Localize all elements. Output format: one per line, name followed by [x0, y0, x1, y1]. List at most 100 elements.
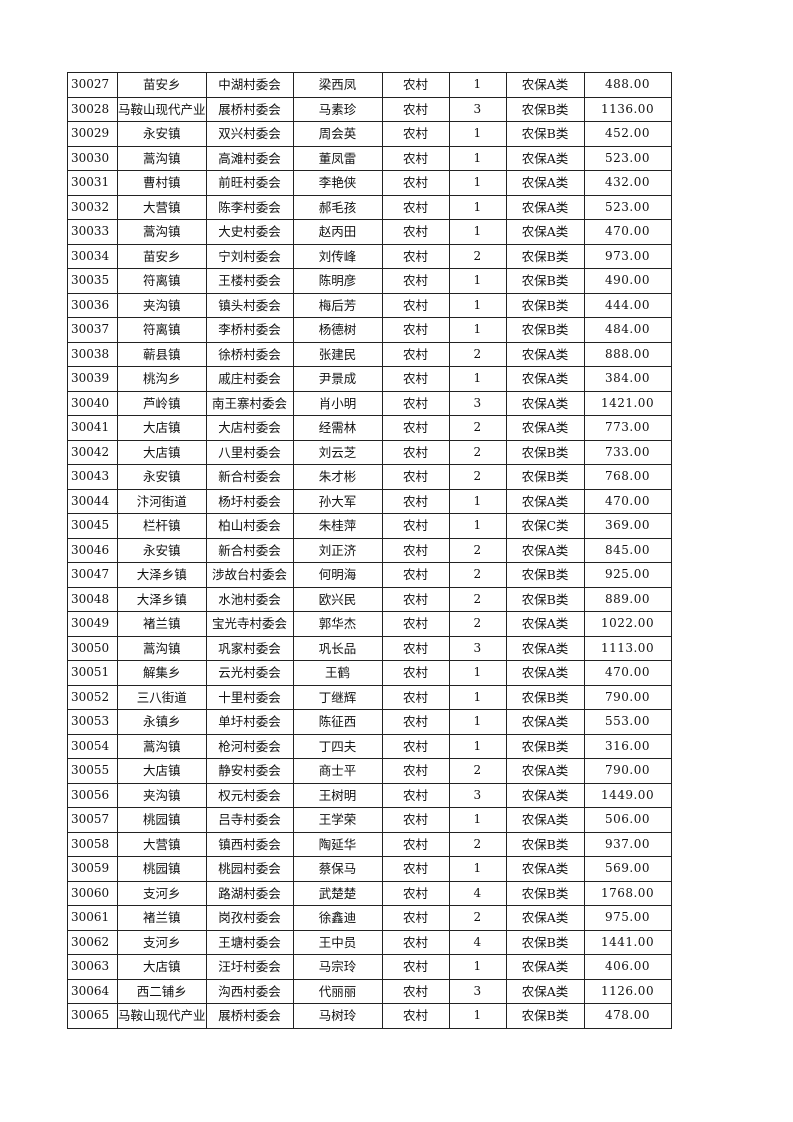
table-row: 30035 符离镇 王楼村委会 陈明彦 农村 1 农保B类 490.00 [67, 268, 672, 294]
cell-town: 桃园镇 [117, 856, 207, 882]
cell-village-committee: 巩家村委会 [205, 635, 294, 661]
table-row: 30047 大泽乡镇 涉故台村委会 何明海 农村 2 农保B类 925.00 [67, 562, 672, 588]
cell-village-committee: 大店村委会 [205, 415, 294, 441]
cell-insurance-type: 农保A类 [505, 488, 585, 514]
cell-person-name: 马宗玲 [292, 954, 383, 980]
cell-village-committee: 宁刘村委会 [205, 243, 294, 269]
cell-town: 大店镇 [117, 415, 207, 441]
cell-person-name: 周会英 [292, 121, 383, 147]
table-row: 30039 桃沟乡 戚庄村委会 尹景成 农村 1 农保A类 384.00 [67, 366, 672, 392]
cell-record-id: 30030 [67, 145, 118, 171]
cell-amount: 1136.00 [583, 96, 672, 122]
cell-record-id: 30053 [67, 709, 118, 735]
cell-area-type: 农村 [381, 121, 450, 147]
cell-person-name: 陈明彦 [292, 268, 383, 294]
cell-person-name: 郝毛孩 [292, 194, 383, 220]
cell-insurance-type: 农保B类 [505, 121, 585, 147]
cell-amount: 470.00 [583, 219, 672, 245]
cell-insurance-type: 农保B类 [505, 562, 585, 588]
cell-insurance-type: 农保A类 [505, 341, 585, 367]
cell-insurance-type: 农保A类 [505, 366, 585, 392]
cell-record-id: 30032 [67, 194, 118, 220]
cell-person-name: 王鹤 [292, 660, 383, 686]
cell-person-name: 杨德树 [292, 317, 383, 343]
cell-person-name: 武楚楚 [292, 880, 383, 906]
cell-area-type: 农村 [381, 145, 450, 171]
cell-record-id: 30044 [67, 488, 118, 514]
cell-household-count: 3 [448, 782, 507, 808]
cell-town: 大店镇 [117, 954, 207, 980]
cell-area-type: 农村 [381, 611, 450, 637]
records-table: 30027 苗安乡 中湖村委会 梁西凤 农村 1 农保A类 488.00 30028 马鞍山现代产… [67, 72, 672, 1029]
cell-village-committee: 路湖村委会 [205, 880, 294, 906]
cell-insurance-type: 农保A类 [505, 856, 585, 882]
cell-amount: 1022.00 [583, 611, 672, 637]
cell-town: 蒿沟镇 [117, 219, 207, 245]
cell-record-id: 30033 [67, 219, 118, 245]
cell-town: 三八街道 [117, 684, 207, 710]
cell-record-id: 30048 [67, 586, 118, 612]
cell-household-count: 1 [448, 807, 507, 833]
cell-village-committee: 李桥村委会 [205, 317, 294, 343]
cell-town: 马鞍山现代产业 [117, 96, 207, 122]
cell-person-name: 徐鑫迪 [292, 905, 383, 931]
cell-town: 大泽乡镇 [117, 586, 207, 612]
cell-household-count: 2 [448, 341, 507, 367]
cell-record-id: 30045 [67, 513, 118, 539]
cell-town: 解集乡 [117, 660, 207, 686]
cell-town: 夹沟镇 [117, 782, 207, 808]
cell-insurance-type: 农保B类 [505, 317, 585, 343]
cell-village-committee: 涉故台村委会 [205, 562, 294, 588]
cell-village-committee: 徐桥村委会 [205, 341, 294, 367]
cell-village-committee: 陈李村委会 [205, 194, 294, 220]
cell-record-id: 30028 [67, 96, 118, 122]
cell-person-name: 马树玲 [292, 1003, 383, 1029]
cell-town: 大泽乡镇 [117, 562, 207, 588]
cell-person-name: 陶延华 [292, 831, 383, 857]
table-row: 30046 永安镇 新合村委会 刘正济 农村 2 农保A类 845.00 [67, 537, 672, 563]
cell-record-id: 30050 [67, 635, 118, 661]
cell-insurance-type: 农保C类 [505, 513, 585, 539]
cell-area-type: 农村 [381, 635, 450, 661]
cell-area-type: 农村 [381, 954, 450, 980]
cell-area-type: 农村 [381, 562, 450, 588]
cell-town: 褚兰镇 [117, 905, 207, 931]
cell-town: 夹沟镇 [117, 292, 207, 318]
cell-household-count: 2 [448, 831, 507, 857]
cell-household-count: 2 [448, 537, 507, 563]
cell-area-type: 农村 [381, 488, 450, 514]
cell-insurance-type: 农保B类 [505, 292, 585, 318]
cell-record-id: 30056 [67, 782, 118, 808]
cell-village-committee: 汪圩村委会 [205, 954, 294, 980]
cell-amount: 845.00 [583, 537, 672, 563]
cell-village-committee: 新合村委会 [205, 537, 294, 563]
cell-insurance-type: 农保A类 [505, 709, 585, 735]
cell-village-committee: 八里村委会 [205, 439, 294, 465]
cell-town: 芦岭镇 [117, 390, 207, 416]
cell-village-committee: 沟西村委会 [205, 978, 294, 1004]
table-row: 30042 大店镇 八里村委会 刘云芝 农村 2 农保B类 733.00 [67, 439, 672, 465]
table-row: 30036 夹沟镇 镇头村委会 梅后芳 农村 1 农保B类 444.00 [67, 292, 672, 318]
cell-household-count: 1 [448, 292, 507, 318]
cell-household-count: 1 [448, 170, 507, 196]
cell-amount: 733.00 [583, 439, 672, 465]
cell-area-type: 农村 [381, 807, 450, 833]
cell-amount: 790.00 [583, 684, 672, 710]
cell-amount: 452.00 [583, 121, 672, 147]
cell-village-committee: 中湖村委会 [205, 72, 294, 98]
cell-record-id: 30058 [67, 831, 118, 857]
cell-town: 苗安乡 [117, 72, 207, 98]
cell-household-count: 1 [448, 145, 507, 171]
cell-record-id: 30062 [67, 929, 118, 955]
cell-insurance-type: 农保B类 [505, 268, 585, 294]
cell-village-committee: 静安村委会 [205, 758, 294, 784]
cell-household-count: 1 [448, 268, 507, 294]
cell-household-count: 2 [448, 586, 507, 612]
cell-record-id: 30041 [67, 415, 118, 441]
table-row: 30040 芦岭镇 南王寨村委会 肖小明 农村 3 农保A类 1421.00 [67, 390, 672, 416]
cell-amount: 1421.00 [583, 390, 672, 416]
cell-person-name: 丁继辉 [292, 684, 383, 710]
table-row: 30054 蒿沟镇 枪河村委会 丁四夫 农村 1 农保B类 316.00 [67, 733, 672, 759]
cell-village-committee: 镇头村委会 [205, 292, 294, 318]
cell-person-name: 刘云芝 [292, 439, 383, 465]
